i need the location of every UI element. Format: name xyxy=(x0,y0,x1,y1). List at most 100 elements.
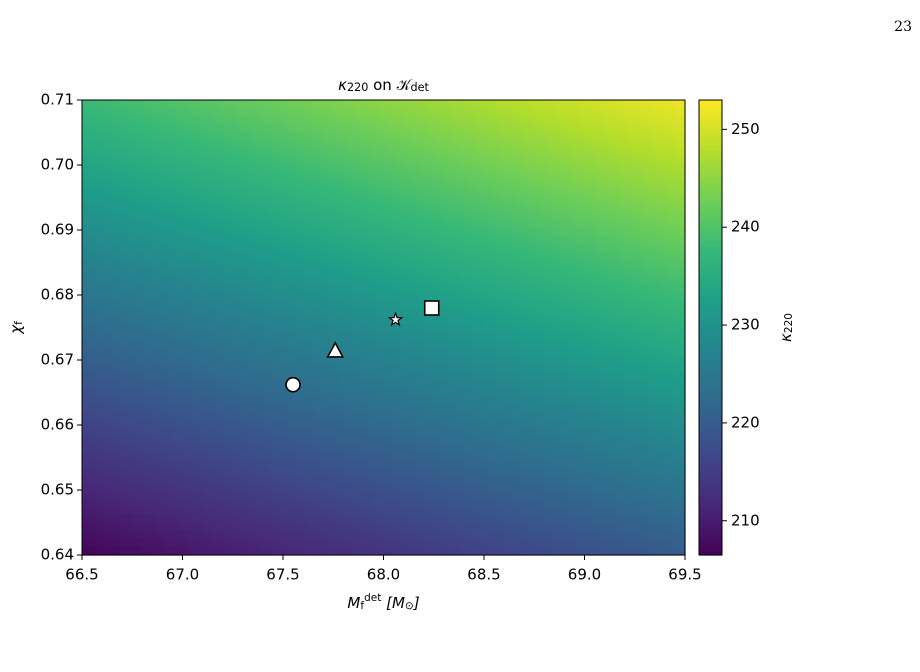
heat-cell xyxy=(98,155,107,165)
heat-cell xyxy=(194,203,204,213)
heat-cell xyxy=(612,339,622,349)
heat-cell xyxy=(660,491,670,500)
heat-cell xyxy=(435,523,445,532)
heat-cell xyxy=(475,283,485,293)
heat-cell xyxy=(106,227,115,237)
heat-cell xyxy=(508,347,517,357)
heat-cell xyxy=(274,499,284,508)
heat-cell xyxy=(274,315,284,325)
heat-cell xyxy=(492,235,501,245)
heat-cell xyxy=(492,395,501,404)
heat-cell xyxy=(492,403,501,412)
heat-cell xyxy=(419,507,429,516)
heat-cell xyxy=(82,331,91,341)
heat-cell xyxy=(299,291,308,301)
heat-cell xyxy=(628,331,638,341)
heat-cell xyxy=(226,459,236,468)
heat-cell xyxy=(467,107,477,117)
heat-cell xyxy=(556,123,565,133)
heat-cell xyxy=(668,139,678,149)
heat-cell xyxy=(612,259,622,269)
heat-cell xyxy=(82,211,91,221)
heat-cell xyxy=(146,163,155,173)
heat-cell xyxy=(524,403,533,412)
heat-cell xyxy=(315,275,324,285)
heat-cell xyxy=(154,187,163,197)
heat-cell xyxy=(194,163,204,173)
heat-cell xyxy=(443,275,453,285)
heat-cell xyxy=(130,475,139,484)
heat-cell xyxy=(419,123,429,133)
heat-cell xyxy=(339,259,348,269)
heat-cell xyxy=(475,363,485,373)
heat-cell xyxy=(250,459,260,468)
heat-cell xyxy=(620,187,630,197)
heat-cell xyxy=(331,227,340,237)
heat-cell xyxy=(443,195,453,205)
heat-cell xyxy=(492,443,501,452)
heat-cell xyxy=(90,531,99,540)
heat-cell xyxy=(218,107,228,117)
heat-cell xyxy=(315,371,324,380)
heat-cell xyxy=(475,459,485,468)
heat-cell xyxy=(532,427,541,436)
heat-cell xyxy=(644,155,654,165)
heat-cell xyxy=(106,499,115,508)
heat-cell xyxy=(500,267,509,277)
heat-cell xyxy=(435,147,445,157)
heat-cell xyxy=(644,243,654,253)
heat-cell xyxy=(556,291,565,301)
heat-cell xyxy=(636,187,646,197)
heat-cell xyxy=(588,139,598,149)
heat-cell xyxy=(644,387,654,396)
heat-cell xyxy=(588,155,598,165)
heat-cell xyxy=(516,123,525,133)
heat-cell xyxy=(331,515,340,524)
heat-cell xyxy=(564,171,574,181)
heat-cell xyxy=(291,467,300,476)
heat-cell xyxy=(475,115,485,125)
heat-cell xyxy=(676,219,686,229)
heat-cell xyxy=(612,323,622,333)
heat-cell xyxy=(307,347,316,357)
heat-cell xyxy=(532,459,541,468)
heat-cell xyxy=(620,427,630,436)
heat-cell xyxy=(459,435,469,444)
heat-cell xyxy=(138,467,147,476)
heat-cell xyxy=(588,451,598,460)
heat-cell xyxy=(548,219,557,229)
heat-cell xyxy=(130,123,139,133)
heat-cell xyxy=(242,107,252,117)
heat-cell xyxy=(459,483,469,492)
heat-cell xyxy=(307,371,316,380)
heat-cell xyxy=(435,363,445,373)
heat-cell xyxy=(395,419,405,428)
heat-cell xyxy=(170,299,180,309)
heat-cell xyxy=(331,307,340,317)
heat-cell xyxy=(588,515,598,524)
heat-cell xyxy=(291,291,300,301)
heat-cell xyxy=(315,435,324,444)
heat-cell xyxy=(226,115,236,125)
heat-cell xyxy=(122,307,131,317)
heat-cell xyxy=(588,523,598,532)
heat-cell xyxy=(419,171,429,181)
heat-cell xyxy=(580,507,590,516)
heat-cell xyxy=(644,315,654,325)
heat-cell xyxy=(210,355,220,365)
heat-cell xyxy=(226,339,236,349)
heat-cell xyxy=(258,179,268,189)
heat-cell xyxy=(323,323,332,333)
heat-cell xyxy=(90,179,99,189)
heat-cell xyxy=(371,100,381,109)
heat-cell xyxy=(636,299,646,309)
heat-cell xyxy=(612,459,622,468)
heat-cell xyxy=(516,195,525,205)
heat-cell xyxy=(371,363,381,373)
heat-cell xyxy=(508,323,517,333)
heat-cell xyxy=(451,387,461,396)
colorbar-cell xyxy=(699,322,722,329)
heat-cell xyxy=(218,419,228,428)
heat-cell xyxy=(379,147,389,157)
heat-cell xyxy=(564,499,574,508)
